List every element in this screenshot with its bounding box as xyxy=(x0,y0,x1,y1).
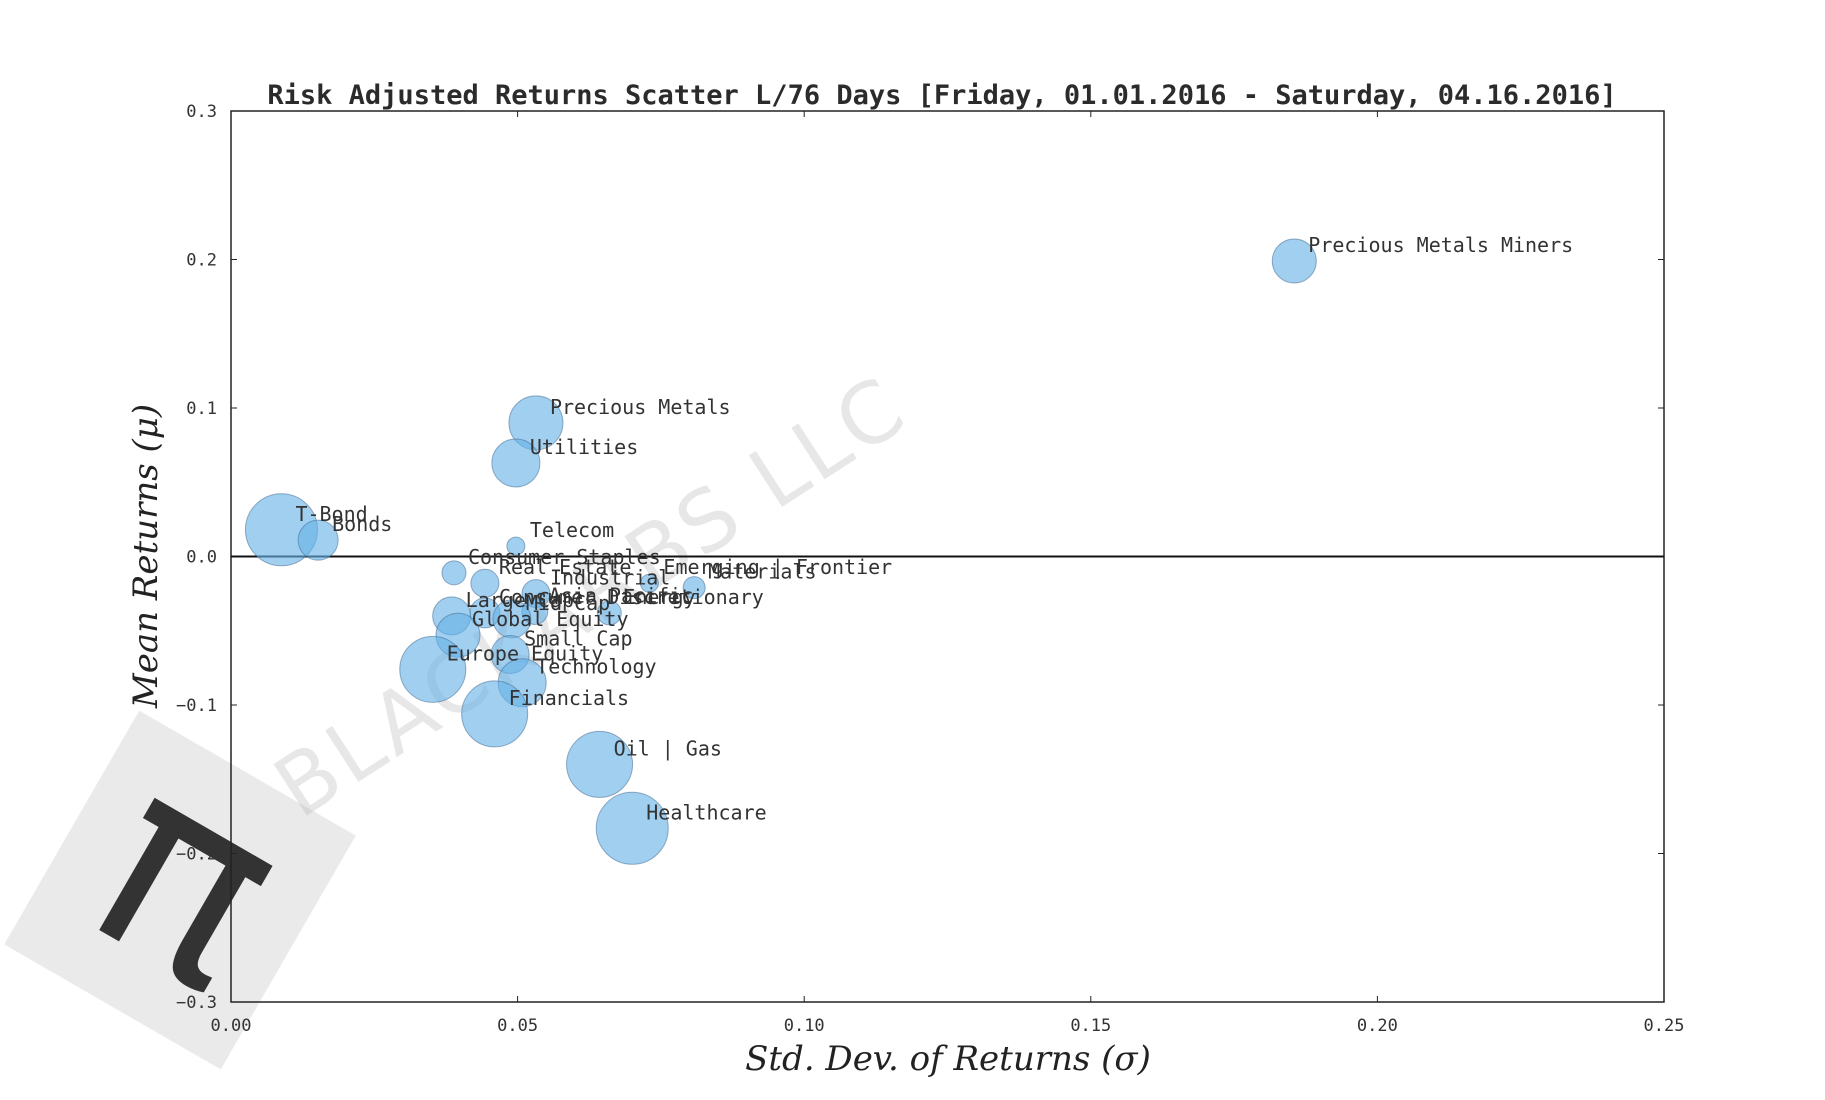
y-tick-label: −0.2 xyxy=(176,845,217,865)
x-tick-label: 0.25 xyxy=(1644,1016,1685,1036)
data-point-label: Mid Cap xyxy=(526,591,610,615)
data-point xyxy=(595,791,669,865)
data-point-label: Small Cap xyxy=(524,627,632,651)
data-point xyxy=(566,730,634,798)
data-point xyxy=(682,576,706,600)
data-point-label: Oil | Gas xyxy=(614,736,722,760)
y-tick-label: −0.3 xyxy=(176,993,217,1013)
point-labels: Precious Metals Miners Precious Metals Uti… xyxy=(295,233,1573,824)
data-point-label: T-Bond xyxy=(295,502,367,526)
data-point-label: Bonds xyxy=(332,512,392,536)
data-point xyxy=(1271,238,1317,284)
x-tick-label: 0.05 xyxy=(497,1016,538,1036)
y-axis-label: Mean Returns (μ) xyxy=(126,404,166,709)
data-point-label: Precious Metals xyxy=(550,395,731,419)
data-point xyxy=(506,536,526,556)
y-tick-label: 0.1 xyxy=(186,399,217,419)
data-point xyxy=(399,635,467,703)
y-tick-label: 0.2 xyxy=(186,251,217,271)
data-point xyxy=(596,600,622,626)
data-point-label: Consumer Discretionary xyxy=(499,585,764,609)
data-point-label: Telecom xyxy=(530,518,614,542)
data-point-label: Emerging | Frontier xyxy=(663,555,892,579)
data-point xyxy=(639,573,659,593)
data-point-label: Precious Metals Miners xyxy=(1308,233,1573,257)
bubbles xyxy=(244,238,1317,865)
data-point-label: Materials xyxy=(708,560,816,584)
data-point-label: Healthcare xyxy=(646,800,766,824)
y-tick-label: 0.0 xyxy=(186,548,217,568)
data-point-label: Europe Equity xyxy=(447,641,604,665)
x-tick-label: 0.20 xyxy=(1357,1016,1398,1036)
data-point-label: Asia Pacific xyxy=(549,583,694,607)
data-point xyxy=(461,680,529,748)
y-tick-label: 0.3 xyxy=(186,102,217,122)
y-tick-label: −0.1 xyxy=(176,696,217,716)
axis-ticks: 0.00 0.05 0.10 0.15 0.20 0.25 −0.3 −0.2 −0.1 0.0 0… xyxy=(176,102,1684,1036)
data-point xyxy=(470,568,500,598)
data-point-label: Financials xyxy=(509,686,629,710)
data-point xyxy=(491,438,541,488)
data-point xyxy=(441,560,467,586)
data-point-label: Utilities xyxy=(530,435,638,459)
watermark-logo-tile xyxy=(4,710,356,1070)
data-point-label: Real Estate xyxy=(499,555,631,579)
x-tick-label: 0.00 xyxy=(211,1016,252,1036)
x-axis-label: Std. Dev. of Returns (σ) xyxy=(745,1039,1151,1079)
data-point-label: Technology xyxy=(536,655,656,679)
data-point-label: Global Equity xyxy=(472,607,629,631)
x-tick-label: 0.10 xyxy=(784,1016,825,1036)
data-point-label: Large Cap xyxy=(466,588,574,612)
chart-title: Risk Adjusted Returns Scatter L/76 Days … xyxy=(267,80,1616,111)
data-point-label: Consumer Staples xyxy=(468,545,661,569)
data-point-label: Energy xyxy=(623,585,695,609)
x-tick-label: 0.15 xyxy=(1070,1016,1111,1036)
data-point-label: Industrial xyxy=(550,566,670,590)
data-point xyxy=(297,519,339,561)
